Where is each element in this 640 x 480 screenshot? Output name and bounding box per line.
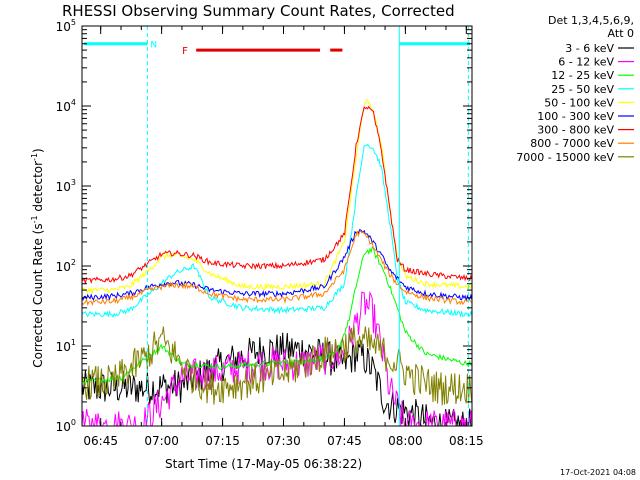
y-axis-label: Corrected Count Rate (s-1 detector-1) — [30, 148, 45, 367]
x-tick-label-4: 07:30 — [266, 434, 301, 448]
legend-label-7: 300 - 800 keV — [537, 124, 614, 137]
x-tick-label-5: 07:45 — [327, 434, 362, 448]
x-tick-label-3: 07:15 — [205, 434, 240, 448]
ylabel-end: ) — [31, 148, 45, 153]
y-tick-label-3: 102 — [56, 258, 76, 274]
x-tick-label-7: 08:15 — [449, 434, 484, 448]
legend-label-8: 800 - 7000 keV — [530, 137, 614, 150]
legend-label-1: 3 - 6 keV — [565, 42, 614, 55]
legend-label-2: 6 - 12 keV — [558, 56, 614, 69]
legend-label-6: 100 - 300 keV — [537, 110, 614, 123]
ylabel-mid: detector — [31, 161, 45, 216]
ylabel-main: Corrected Count Rate (s — [31, 223, 45, 367]
series-line-4 — [81, 143, 473, 319]
ylabel-sup2: -1 — [30, 153, 39, 161]
legend-label-9: 7000 - 15000 keV — [516, 151, 614, 164]
x-tick-label-1: 06:45 — [83, 434, 118, 448]
x-axis-label: Start Time (17-May-05 06:38:22) — [165, 457, 362, 471]
y-tick-label-1: 100 — [56, 418, 76, 434]
y-tick-label-2: 101 — [56, 338, 76, 354]
series-line-1 — [81, 332, 472, 427]
legend-label-3: 12 - 25 keV — [551, 69, 614, 82]
y-tick-label-6: 105 — [56, 18, 76, 34]
x-tick-label-6: 08:00 — [388, 434, 423, 448]
x-tick-label-2: 07:00 — [144, 434, 179, 448]
ylabel-sup1: -1 — [30, 215, 39, 223]
y-tick-label-4: 103 — [56, 178, 76, 194]
night-label: N — [150, 41, 157, 51]
legend-header-line2: Att 0 — [608, 27, 634, 40]
series-line-7 — [81, 105, 473, 284]
flare-label: F — [182, 46, 188, 57]
series-line-8 — [81, 230, 473, 307]
series-line-5 — [81, 99, 473, 295]
y-tick-label-5: 104 — [56, 98, 76, 114]
legend-label-5: 50 - 100 keV — [544, 96, 614, 109]
chart-title: RHESSI Observing Summary Count Rates, Co… — [62, 2, 455, 20]
legend-label-4: 25 - 50 keV — [551, 83, 614, 96]
timestamp-label: 17-Oct-2021 04:08 — [560, 468, 636, 477]
svg-text:Corrected Count Rate (s-1 dete: Corrected Count Rate (s-1 detector-1) — [30, 148, 45, 367]
legend-header-line1: Det 1,3,4,5,6,9, — [548, 14, 634, 27]
plot-frame — [81, 25, 473, 427]
